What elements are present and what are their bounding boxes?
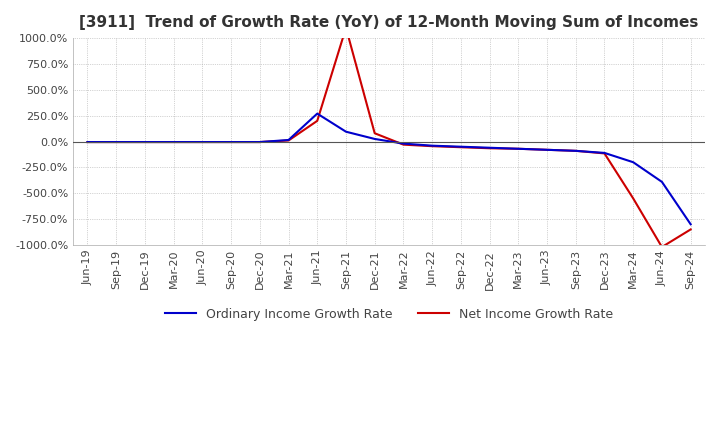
Title: [3911]  Trend of Growth Rate (YoY) of 12-Month Moving Sum of Incomes: [3911] Trend of Growth Rate (YoY) of 12-…: [79, 15, 698, 30]
Ordinary Income Growth Rate: [256, 139, 264, 145]
Net Income Growth Rate: [629, 196, 637, 201]
Net Income Growth Rate: [657, 244, 666, 249]
Net Income Growth Rate: [428, 143, 436, 149]
Ordinary Income Growth Rate: [169, 139, 178, 145]
Ordinary Income Growth Rate: [543, 147, 552, 152]
Net Income Growth Rate: [313, 118, 322, 124]
Line: Ordinary Income Growth Rate: Ordinary Income Growth Rate: [87, 114, 690, 224]
Ordinary Income Growth Rate: [198, 139, 207, 145]
Net Income Growth Rate: [169, 139, 178, 145]
Net Income Growth Rate: [198, 139, 207, 145]
Ordinary Income Growth Rate: [140, 139, 149, 145]
Ordinary Income Growth Rate: [112, 139, 120, 145]
Net Income Growth Rate: [456, 145, 465, 150]
Net Income Growth Rate: [112, 139, 120, 145]
Ordinary Income Growth Rate: [600, 150, 609, 156]
Ordinary Income Growth Rate: [485, 145, 494, 150]
Ordinary Income Growth Rate: [370, 136, 379, 142]
Net Income Growth Rate: [370, 131, 379, 136]
Net Income Growth Rate: [83, 139, 91, 145]
Ordinary Income Growth Rate: [657, 179, 666, 184]
Ordinary Income Growth Rate: [572, 148, 580, 154]
Net Income Growth Rate: [572, 148, 580, 154]
Net Income Growth Rate: [686, 227, 695, 232]
Ordinary Income Growth Rate: [456, 144, 465, 149]
Net Income Growth Rate: [256, 139, 264, 145]
Ordinary Income Growth Rate: [629, 160, 637, 165]
Net Income Growth Rate: [543, 147, 552, 152]
Net Income Growth Rate: [514, 146, 523, 151]
Ordinary Income Growth Rate: [284, 137, 293, 143]
Net Income Growth Rate: [284, 138, 293, 143]
Net Income Growth Rate: [140, 139, 149, 145]
Ordinary Income Growth Rate: [514, 146, 523, 151]
Ordinary Income Growth Rate: [342, 129, 351, 134]
Ordinary Income Growth Rate: [227, 139, 235, 145]
Line: Net Income Growth Rate: Net Income Growth Rate: [87, 28, 690, 247]
Net Income Growth Rate: [227, 139, 235, 145]
Ordinary Income Growth Rate: [399, 141, 408, 146]
Net Income Growth Rate: [399, 142, 408, 147]
Legend: Ordinary Income Growth Rate, Net Income Growth Rate: Ordinary Income Growth Rate, Net Income …: [160, 303, 618, 326]
Ordinary Income Growth Rate: [83, 139, 91, 145]
Net Income Growth Rate: [485, 146, 494, 151]
Ordinary Income Growth Rate: [428, 143, 436, 148]
Net Income Growth Rate: [342, 25, 351, 30]
Net Income Growth Rate: [600, 151, 609, 156]
Ordinary Income Growth Rate: [313, 111, 322, 116]
Ordinary Income Growth Rate: [686, 222, 695, 227]
